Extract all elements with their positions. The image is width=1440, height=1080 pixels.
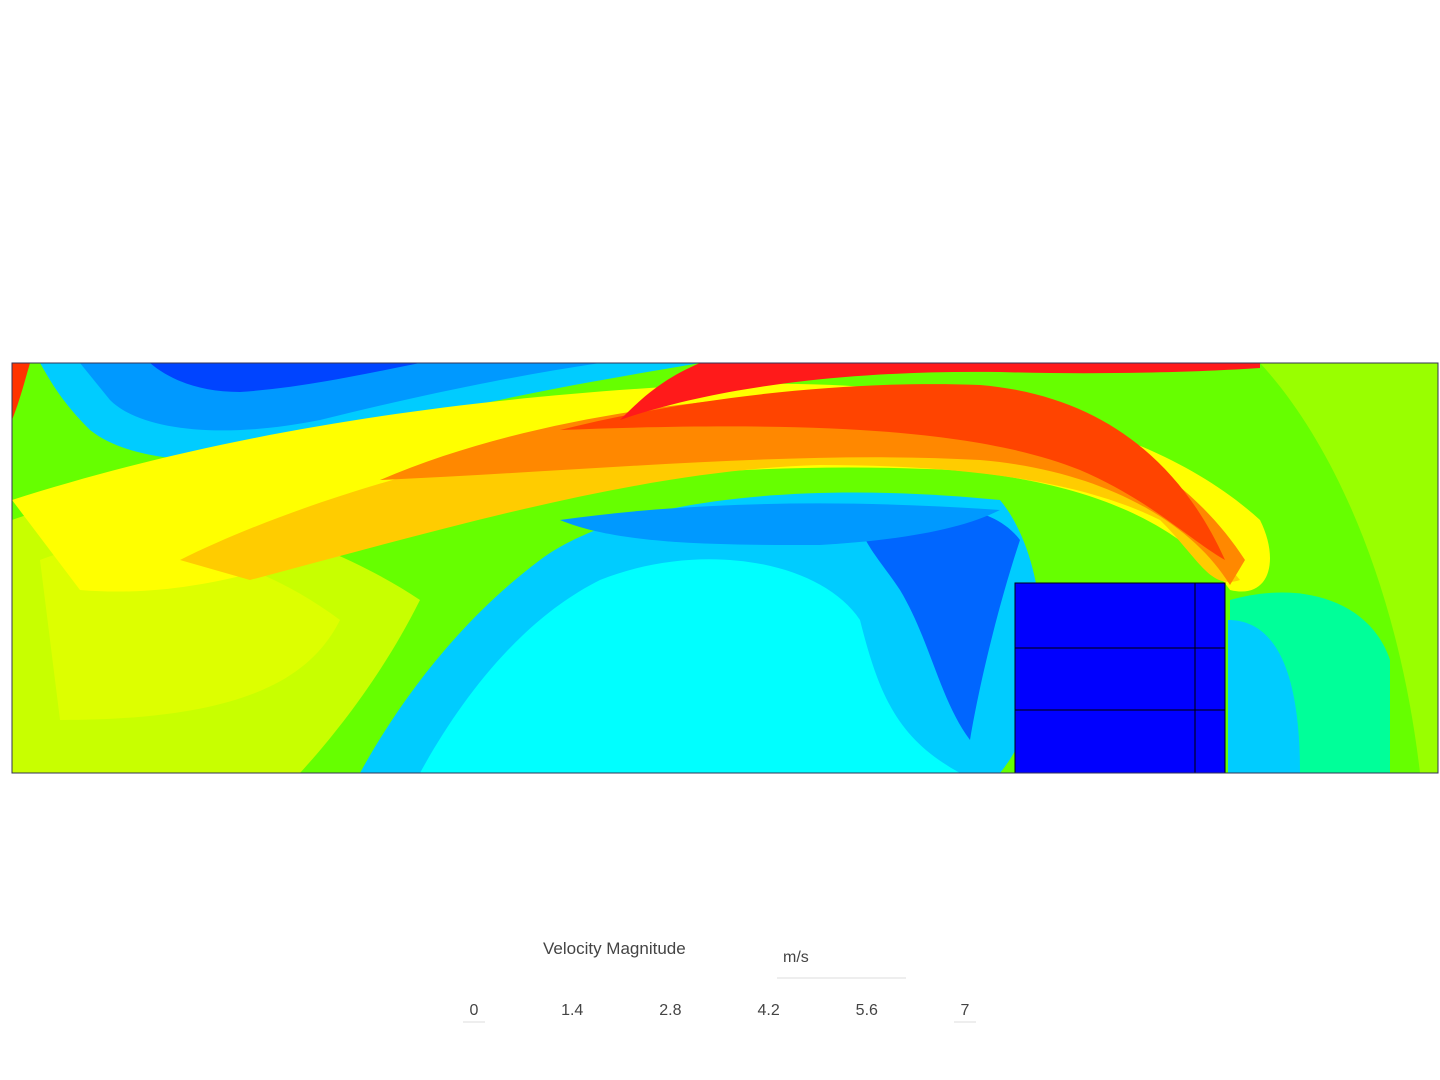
- legend-title: Velocity Magnitude: [543, 939, 686, 958]
- legend-unit: m/s: [783, 949, 809, 966]
- domain-outline: [11, 362, 1439, 774]
- velocity-contour: [12, 363, 1438, 773]
- legend-tick-label: 0: [470, 1002, 479, 1019]
- legend-tick-label: 5.6: [856, 1002, 878, 1019]
- legend-tick-label: 7: [961, 1002, 970, 1019]
- legend-tick-label: 1.4: [561, 1002, 583, 1019]
- legend-ticks: 0 1.4 2.8 4.2 5.6 7: [463, 1002, 976, 1023]
- legend-tick-label: 2.8: [659, 1002, 681, 1019]
- legend-tick-label: 4.2: [757, 1002, 779, 1019]
